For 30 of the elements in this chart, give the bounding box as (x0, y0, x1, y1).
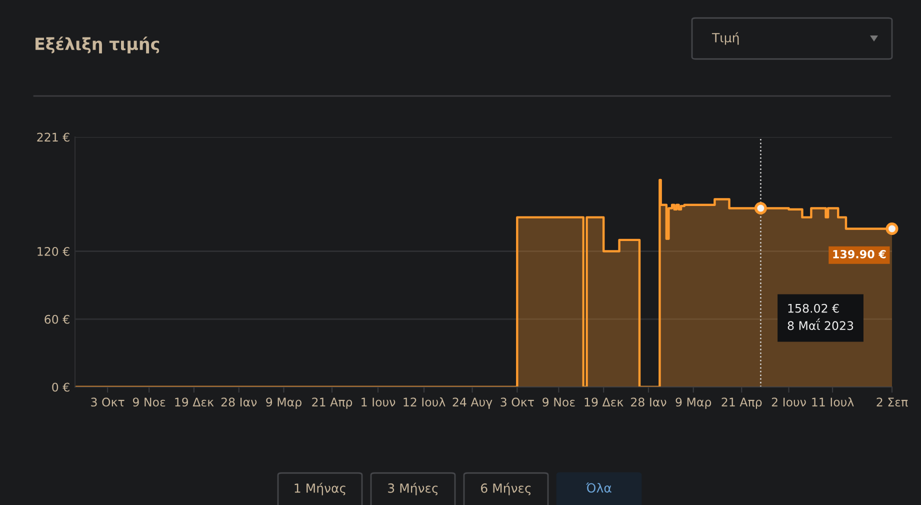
x-tick-label: 3 Οκτ (91, 398, 124, 407)
x-tick-label: 11 Ιουλ (812, 397, 854, 407)
text: 3 Μήνες (388, 482, 438, 496)
x-tick-label: 28 Ιαν (631, 398, 666, 407)
x-tick-label: 9 Νοε (542, 398, 575, 407)
text: 1 Μήνας (294, 482, 346, 496)
x-tick-label: 24 Αυγ (452, 398, 492, 409)
y-tick-label: 120 € (38, 246, 70, 256)
x-tick-label: 21 Απρ (312, 398, 352, 409)
text: Τιμή (712, 32, 739, 45)
x-tick-label: 2 Σεπ (876, 398, 908, 407)
x-tick-label: 1 Ιουν (362, 398, 396, 407)
x-tick-label: 9 Νοε (132, 398, 166, 407)
x-tick-label: 19 Δεκ (584, 398, 624, 407)
x-tick-label: 3 Οκτ (500, 398, 534, 407)
x-tick-label: 21 Απρ (722, 398, 762, 409)
x-tick-label: 19 Δεκ (175, 398, 214, 407)
text: Όλα (586, 482, 612, 493)
chart-title: Εξέλιξη τιμής (36, 36, 160, 54)
text: 6 Μήνες (481, 482, 531, 496)
x-tick-label: 9 Μαρ (266, 398, 302, 409)
x-tick-label: 28 Ιαν (221, 398, 257, 407)
x-tick-label: 12 Ιουλ (404, 397, 446, 407)
y-tick-label: 0 € (52, 382, 70, 392)
y-tick-label: 221 € (37, 132, 70, 142)
annotation: 139.90 € (833, 250, 886, 258)
x-tick-label: 2 Ιουν (772, 398, 806, 407)
x-tick-label: 9 Μαρ (676, 398, 712, 409)
annotation: 158.02 € 8 Μαΐ 2023 (788, 304, 854, 330)
y-tick-label: 60 € (44, 314, 70, 324)
